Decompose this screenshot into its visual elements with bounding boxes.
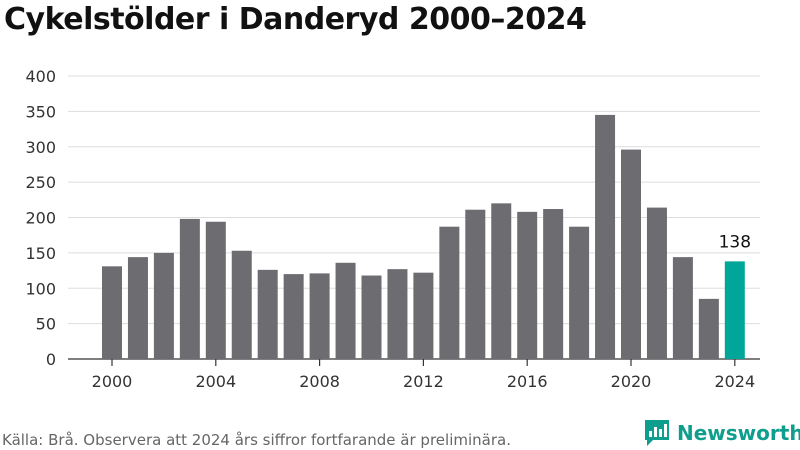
x-axis-ticks: 2000 2004 2008 2012 2016 2020 2024	[92, 359, 755, 391]
brand-logo: Newsworthy	[643, 418, 800, 448]
y-tick-label: 400	[25, 67, 56, 86]
bar-2013	[439, 226, 460, 359]
bar-2007	[283, 274, 304, 359]
bar-2003	[179, 218, 200, 359]
bar-2020	[621, 149, 641, 359]
x-tick-label: 2008	[299, 372, 340, 391]
data-label-2024: 138	[719, 232, 751, 252]
bar-2009	[335, 262, 356, 359]
bar-2019	[595, 114, 616, 359]
bar-2012	[413, 272, 434, 359]
bar-2010	[361, 275, 382, 359]
source-note: Källa: Brå. Observera att 2024 års siffr…	[2, 431, 511, 449]
y-tick-label: 50	[36, 315, 56, 334]
y-tick-label: 150	[25, 244, 56, 263]
x-tick-label: 2012	[403, 372, 444, 391]
bar-2014	[465, 209, 486, 359]
brand-name: Newsworthy	[677, 421, 800, 445]
bar-2018	[569, 226, 590, 359]
y-tick-label: 100	[25, 279, 56, 298]
bar-2004	[205, 221, 226, 359]
x-tick-label: 2016	[507, 372, 548, 391]
bar-2002	[153, 252, 174, 359]
bar-2011	[387, 269, 408, 359]
x-tick-label: 2020	[611, 372, 652, 391]
x-tick-label: 2024	[714, 372, 755, 391]
bar-chart-logo-icon	[645, 420, 669, 446]
bar-chart: 0 50 100 150 200 250 300 350 400 2000 2004 2008 201…	[25, 67, 760, 391]
data-labels: 138	[719, 232, 751, 252]
y-tick-label: 0	[46, 350, 56, 369]
bar-2017	[543, 209, 564, 359]
bar-2016	[517, 211, 538, 359]
bar-2001	[127, 257, 148, 359]
y-tick-label: 300	[25, 138, 56, 157]
bar-2024	[724, 261, 745, 359]
y-tick-label: 350	[25, 102, 56, 121]
bars	[102, 114, 745, 359]
bar-2022	[672, 257, 693, 359]
bar-2015	[491, 203, 512, 359]
bar-2021	[646, 207, 667, 359]
y-tick-label: 250	[25, 173, 56, 192]
y-tick-label: 200	[25, 209, 56, 228]
bar-2000	[102, 266, 122, 359]
bar-2005	[231, 250, 252, 359]
bar-2008	[309, 273, 330, 359]
bar-2006	[257, 269, 278, 359]
bar-2023	[698, 298, 719, 359]
chart-title: Cykelstölder i Danderyd 2000–2024	[4, 2, 587, 37]
y-axis-ticks: 0 50 100 150 200 250 300 350 400	[25, 67, 56, 369]
x-tick-label: 2004	[195, 372, 236, 391]
x-tick-label: 2000	[92, 372, 133, 391]
